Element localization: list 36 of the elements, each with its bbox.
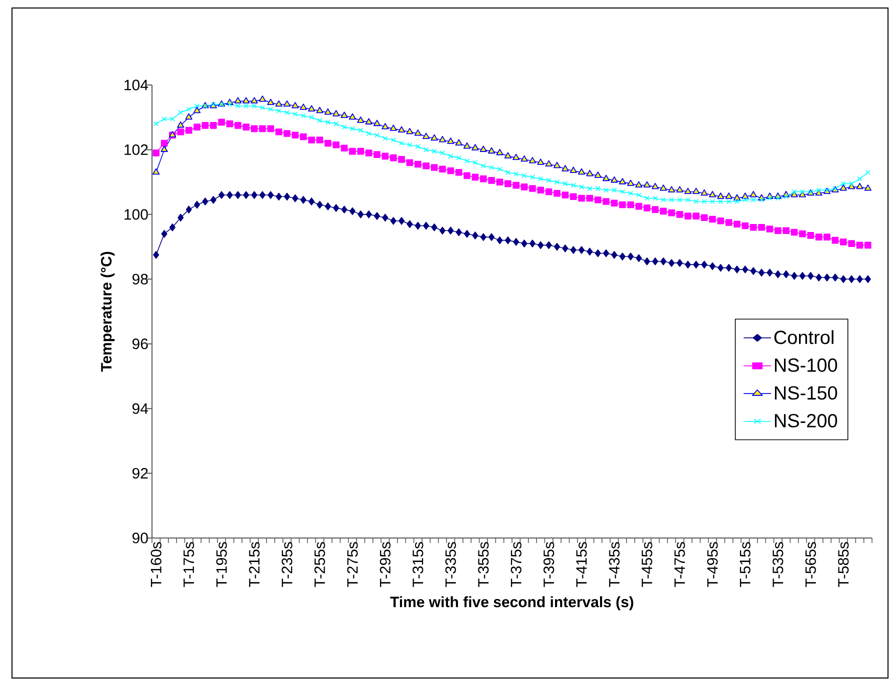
x-tick-label: T-355s [478, 542, 489, 588]
y-tick-label: 104 [124, 80, 148, 90]
legend-label: Control [774, 330, 834, 344]
x-tick-label: T-375s [510, 542, 522, 588]
legend-label: NS-200 [774, 414, 838, 428]
x-tick-label: T-160s [150, 542, 162, 588]
y-tick-label: 102 [124, 144, 148, 156]
y-tick-label: 100 [124, 209, 148, 220]
x-tick-label: T-335s [445, 542, 456, 588]
x-tick-label: T-175s [184, 542, 194, 588]
y-axis-title: Temperature (°C) [100, 252, 115, 372]
x-tick-label: T-215s [248, 542, 260, 588]
x-tick-label: T-455s [642, 542, 652, 588]
legend-label: NS-150 [774, 386, 838, 400]
legend-label: NS-100 [774, 358, 838, 372]
x-tick-label: T-475s [674, 542, 685, 588]
y-tick-label: 90 [132, 532, 148, 544]
x-tick-label: T-415s [576, 542, 587, 588]
y-tick-label: 94 [132, 403, 148, 414]
x-axis-title: Time with five second intervals (s) [390, 596, 634, 610]
y-tick-label: 96 [132, 338, 148, 350]
x-tick-label: T-435s [608, 542, 620, 588]
x-tick-label: T-565s [805, 542, 816, 588]
x-tick-label: T-235s [282, 542, 292, 588]
x-tick-label: T-195s [216, 542, 227, 588]
y-tick-label: 92 [132, 468, 148, 479]
x-tick-label: T-495s [707, 542, 718, 588]
y-tick-label: 98 [132, 274, 148, 284]
x-tick-label: T-535s [772, 542, 784, 588]
x-tick-label: T-395s [544, 542, 554, 588]
x-tick-label: T-515s [740, 542, 750, 588]
x-tick-label: T-315s [412, 542, 424, 588]
x-tick-label: T-255s [314, 542, 326, 588]
x-tick-label: T-585s [838, 542, 849, 588]
x-tick-label: T-295s [380, 542, 390, 588]
x-tick-label: T-275s [347, 542, 358, 588]
